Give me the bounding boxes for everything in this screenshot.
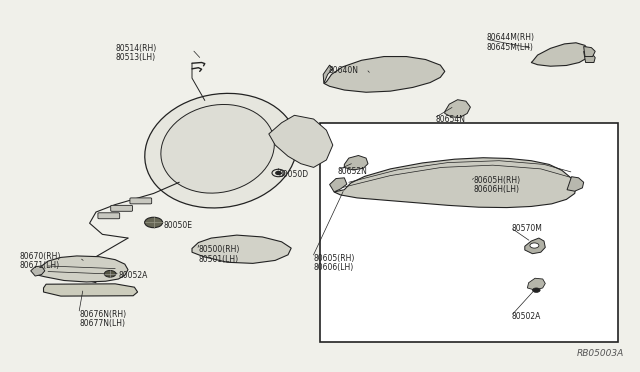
Text: 80606H(LH): 80606H(LH): [474, 185, 520, 194]
Text: 80676N(RH): 80676N(RH): [80, 310, 127, 319]
FancyBboxPatch shape: [130, 198, 152, 204]
Polygon shape: [44, 284, 138, 296]
Text: 80670(RH): 80670(RH): [19, 252, 61, 261]
Text: 80654N: 80654N: [435, 115, 465, 124]
Text: 80514(RH): 80514(RH): [115, 44, 156, 53]
Circle shape: [530, 243, 539, 248]
Text: 80671(LH): 80671(LH): [19, 262, 60, 270]
Text: 80644M(RH): 80644M(RH): [486, 33, 534, 42]
Text: 80052A: 80052A: [118, 271, 148, 280]
Polygon shape: [445, 100, 470, 118]
Polygon shape: [31, 266, 45, 276]
Polygon shape: [525, 238, 545, 254]
Text: 80501(LH): 80501(LH): [198, 255, 239, 264]
Text: 80606(LH): 80606(LH): [314, 263, 354, 272]
FancyBboxPatch shape: [111, 205, 132, 211]
Text: RB05003A: RB05003A: [577, 349, 624, 358]
Polygon shape: [334, 158, 576, 208]
Polygon shape: [584, 46, 595, 57]
Text: 80652N: 80652N: [338, 167, 368, 176]
Text: 80502A: 80502A: [512, 312, 541, 321]
Text: 80050E: 80050E: [163, 221, 192, 230]
Ellipse shape: [161, 105, 275, 193]
Text: 80570M: 80570M: [512, 224, 543, 233]
Polygon shape: [527, 278, 545, 290]
Text: 80500(RH): 80500(RH): [198, 246, 240, 254]
Polygon shape: [192, 235, 291, 263]
Polygon shape: [269, 115, 333, 167]
Text: 80605(RH): 80605(RH): [314, 254, 355, 263]
Polygon shape: [344, 155, 368, 170]
Text: 80513(LH): 80513(LH): [115, 53, 156, 62]
Ellipse shape: [145, 93, 297, 208]
Polygon shape: [37, 256, 128, 282]
Text: 80640N: 80640N: [328, 66, 358, 75]
Polygon shape: [584, 51, 595, 62]
Polygon shape: [323, 65, 333, 83]
Circle shape: [104, 270, 116, 277]
Circle shape: [532, 288, 540, 292]
Polygon shape: [330, 178, 347, 192]
Polygon shape: [324, 57, 445, 92]
Text: 80645M(LH): 80645M(LH): [486, 43, 533, 52]
Text: 80050D: 80050D: [278, 170, 308, 179]
Circle shape: [145, 217, 163, 228]
FancyBboxPatch shape: [98, 213, 120, 219]
Text: 80677N(LH): 80677N(LH): [80, 319, 126, 328]
Bar: [320, 123, 618, 342]
Polygon shape: [531, 43, 589, 66]
Polygon shape: [567, 177, 584, 191]
Text: 80605H(RH): 80605H(RH): [474, 176, 521, 185]
Circle shape: [276, 171, 281, 174]
